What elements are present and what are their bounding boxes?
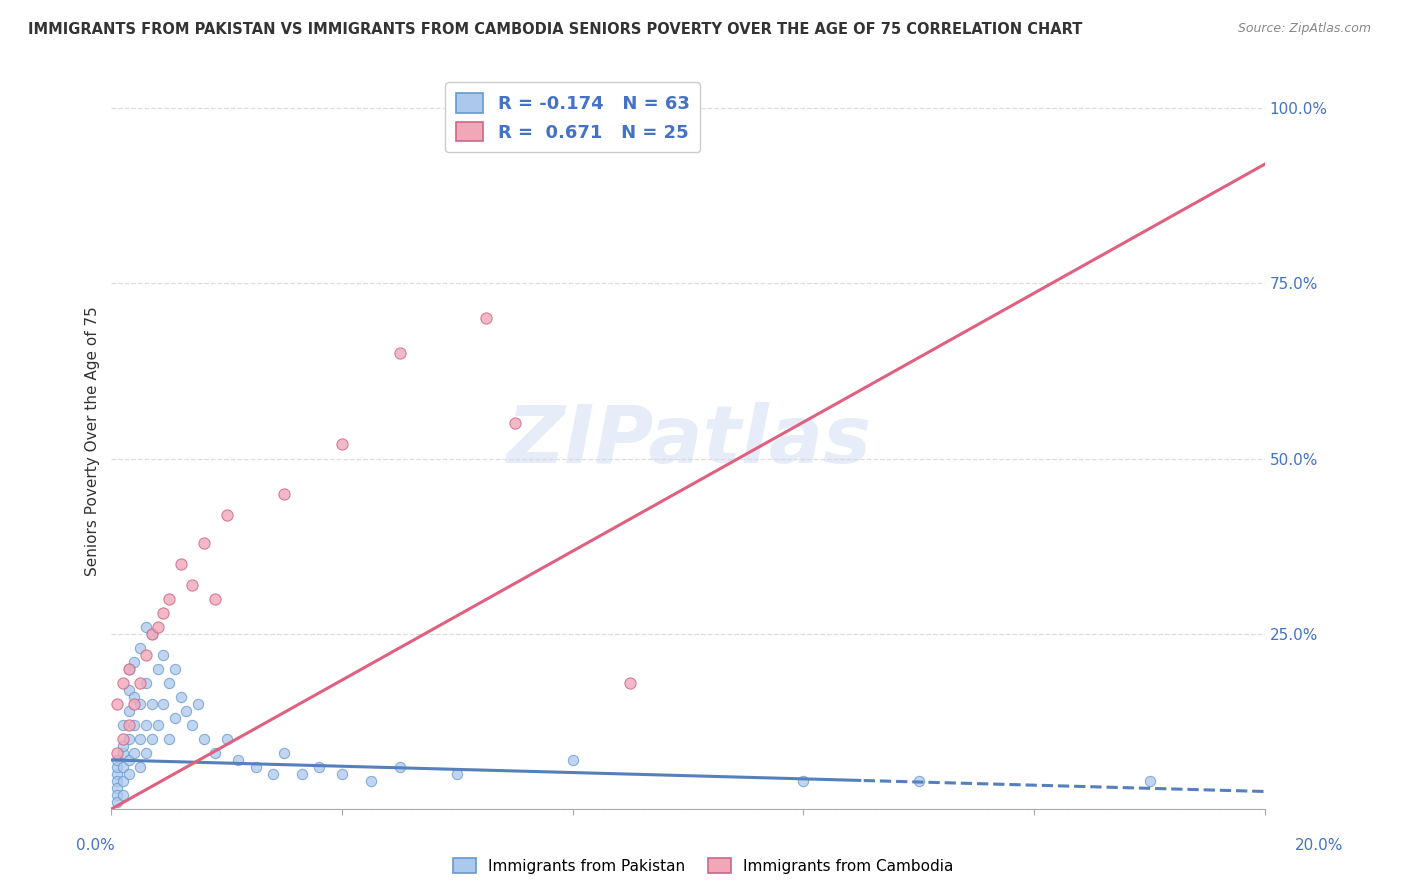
Point xyxy=(330,767,353,781)
Point xyxy=(105,774,128,789)
Point xyxy=(111,788,134,802)
Point xyxy=(105,760,128,774)
Point xyxy=(129,697,152,711)
Point xyxy=(152,697,174,711)
Point xyxy=(308,760,330,774)
Point xyxy=(118,718,141,732)
Point xyxy=(129,640,152,655)
Text: IMMIGRANTS FROM PAKISTAN VS IMMIGRANTS FROM CAMBODIA SENIORS POVERTY OVER THE AG: IMMIGRANTS FROM PAKISTAN VS IMMIGRANTS F… xyxy=(28,22,1083,37)
Point xyxy=(619,676,641,690)
Point xyxy=(105,780,128,795)
Point xyxy=(388,760,411,774)
Point xyxy=(360,774,382,789)
Point xyxy=(163,662,186,676)
Point xyxy=(475,311,498,326)
Point xyxy=(118,662,141,676)
Point xyxy=(141,697,163,711)
Point xyxy=(105,746,128,760)
Point xyxy=(330,437,353,451)
Point xyxy=(204,746,226,760)
Point xyxy=(135,620,157,634)
Text: 20.0%: 20.0% xyxy=(1295,838,1343,853)
Point xyxy=(146,662,169,676)
Point xyxy=(273,486,295,500)
Point xyxy=(503,417,526,431)
Point xyxy=(118,662,141,676)
Point xyxy=(111,739,134,753)
Point xyxy=(152,606,174,620)
Point xyxy=(118,682,141,697)
Point xyxy=(118,704,141,718)
Legend: R = -0.174   N = 63, R =  0.671   N = 25: R = -0.174 N = 63, R = 0.671 N = 25 xyxy=(446,82,700,153)
Point xyxy=(111,774,134,789)
Point xyxy=(124,655,146,669)
Point xyxy=(792,774,814,789)
Point xyxy=(388,346,411,360)
Point xyxy=(105,697,128,711)
Point xyxy=(111,731,134,746)
Point xyxy=(146,620,169,634)
Point xyxy=(105,767,128,781)
Point xyxy=(291,767,314,781)
Point xyxy=(129,760,152,774)
Point xyxy=(124,697,146,711)
Point xyxy=(129,731,152,746)
Text: 0.0%: 0.0% xyxy=(76,838,115,853)
Point xyxy=(169,690,191,704)
Point xyxy=(245,760,267,774)
Point xyxy=(129,676,152,690)
Point xyxy=(135,718,157,732)
Point xyxy=(193,535,215,549)
Point xyxy=(193,731,215,746)
Point xyxy=(163,711,186,725)
Point xyxy=(118,731,141,746)
Point xyxy=(146,718,169,732)
Text: ZIPatlas: ZIPatlas xyxy=(506,402,870,480)
Point xyxy=(157,731,180,746)
Point xyxy=(141,626,163,640)
Point xyxy=(157,591,180,606)
Point xyxy=(187,697,209,711)
Point xyxy=(676,87,699,101)
Point xyxy=(273,746,295,760)
Point xyxy=(118,753,141,767)
Point xyxy=(908,774,931,789)
Point xyxy=(561,753,583,767)
Point xyxy=(262,767,284,781)
Point xyxy=(157,676,180,690)
Point xyxy=(124,746,146,760)
Point xyxy=(176,704,198,718)
Point xyxy=(226,753,249,767)
Point xyxy=(215,731,238,746)
Point xyxy=(111,676,134,690)
Point xyxy=(152,648,174,662)
Point xyxy=(141,731,163,746)
Point xyxy=(111,760,134,774)
Point xyxy=(124,690,146,704)
Point xyxy=(124,718,146,732)
Point xyxy=(105,795,128,809)
Text: Source: ZipAtlas.com: Source: ZipAtlas.com xyxy=(1237,22,1371,36)
Point xyxy=(204,591,226,606)
Point xyxy=(111,746,134,760)
Point xyxy=(1139,774,1161,789)
Point xyxy=(141,626,163,640)
Point xyxy=(169,557,191,571)
Point xyxy=(118,767,141,781)
Point xyxy=(135,648,157,662)
Point xyxy=(215,508,238,522)
Y-axis label: Seniors Poverty Over the Age of 75: Seniors Poverty Over the Age of 75 xyxy=(86,306,100,576)
Point xyxy=(446,767,468,781)
Point xyxy=(111,718,134,732)
Point xyxy=(181,577,204,591)
Point xyxy=(135,746,157,760)
Point xyxy=(105,753,128,767)
Point xyxy=(135,676,157,690)
Point xyxy=(181,718,204,732)
Legend: Immigrants from Pakistan, Immigrants from Cambodia: Immigrants from Pakistan, Immigrants fro… xyxy=(447,852,959,880)
Point xyxy=(105,788,128,802)
